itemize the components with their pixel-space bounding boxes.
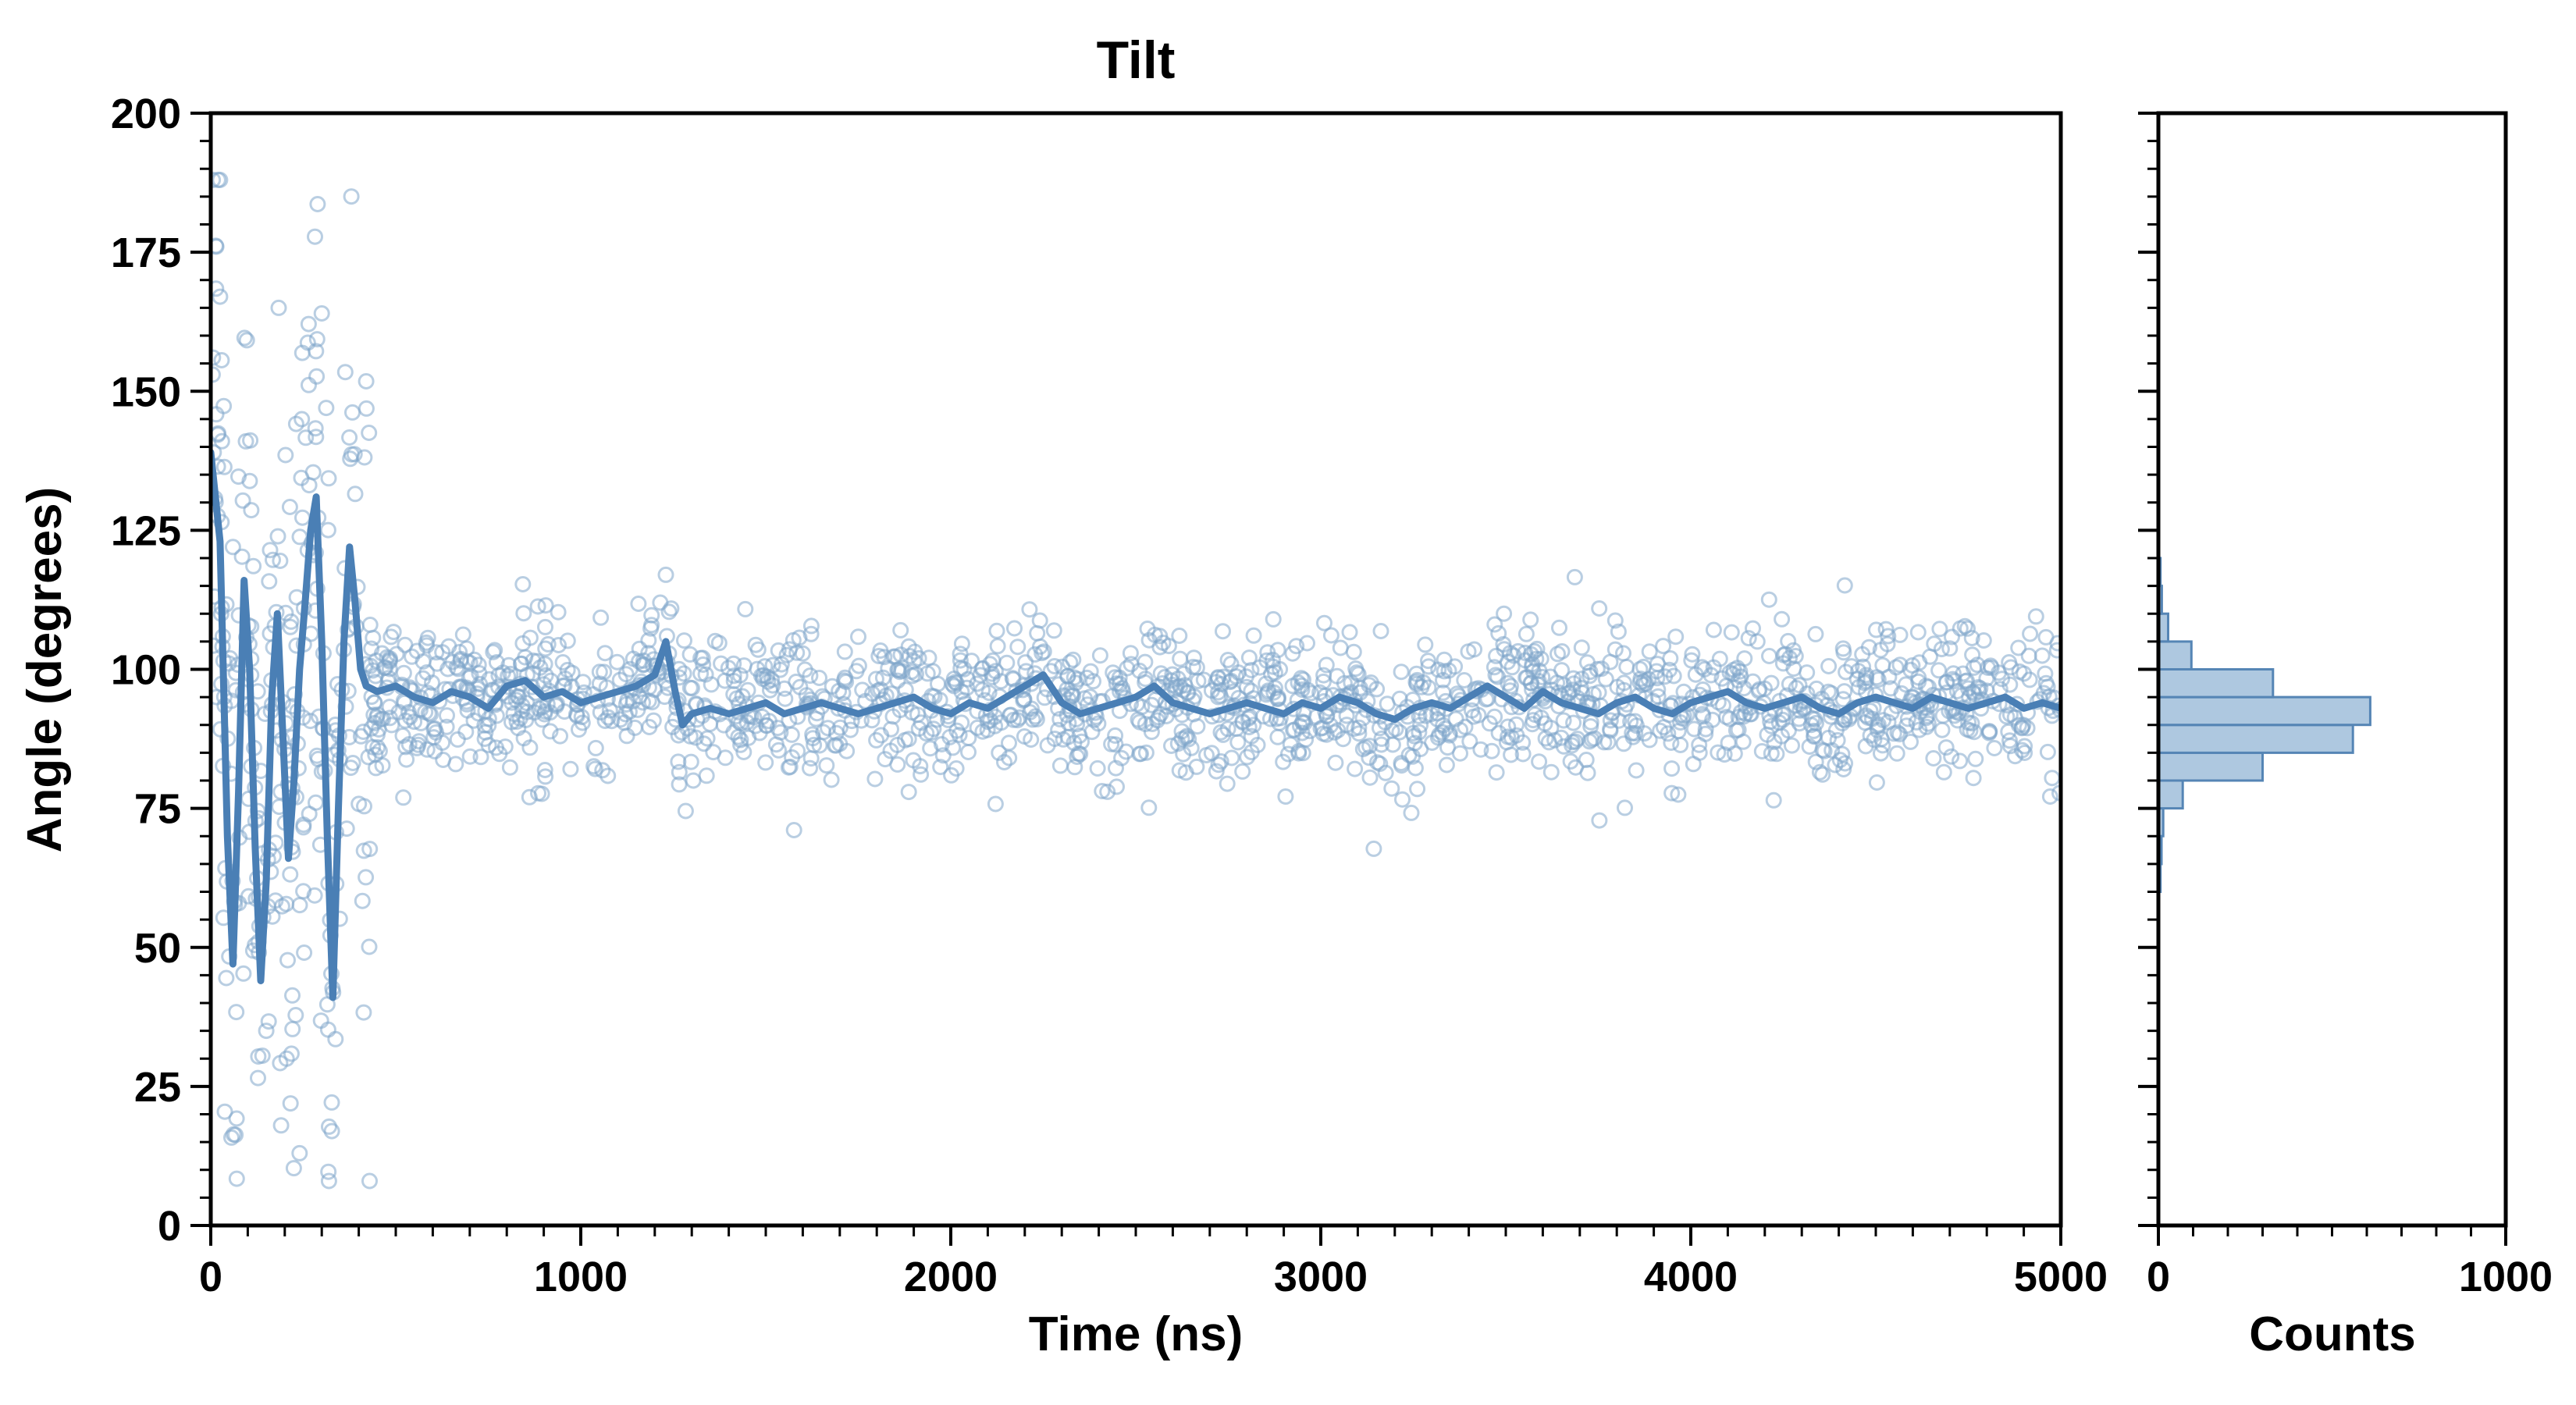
histogram-axes-ticks xyxy=(2138,112,2507,1246)
main-plot: 0 1000 2000 3000 4000 5000 0 25 50 75 100 125 150 175… xyxy=(18,30,2108,1361)
x-axis-label: Time (ns) xyxy=(1029,1307,1243,1361)
histogram-bar xyxy=(2158,751,2264,782)
histogram-axes-tick-labels: 0 1000 xyxy=(2147,1254,2553,1300)
histogram-bar xyxy=(2158,612,2169,643)
main-plot-data xyxy=(211,172,2061,1190)
histogram-bar xyxy=(2158,695,2371,727)
x-tick-label: 2000 xyxy=(904,1254,998,1300)
hist-x-tick-label: 1000 xyxy=(2459,1254,2553,1300)
running-average-line xyxy=(211,449,2061,1001)
x-tick-label: 0 xyxy=(199,1254,222,1300)
histogram-bar xyxy=(2158,724,2354,754)
histogram-bar xyxy=(2158,779,2184,810)
y-tick-label: 100 xyxy=(111,647,181,694)
y-tick-label: 0 xyxy=(158,1203,181,1250)
y-tick-label: 25 xyxy=(134,1064,181,1111)
scatter-series xyxy=(211,172,2061,1190)
x-tick-label: 3000 xyxy=(1274,1254,1368,1300)
hist-x-tick-label: 0 xyxy=(2147,1254,2170,1300)
chart-title: Tilt xyxy=(1097,30,1176,90)
y-tick-label: 200 xyxy=(111,91,181,137)
y-axis-label: Angle (degrees) xyxy=(18,487,72,853)
main-axes-ticks xyxy=(190,112,2062,1246)
x-tick-label: 5000 xyxy=(2014,1254,2108,1300)
y-tick-label: 150 xyxy=(111,368,181,415)
x-tick-label: 4000 xyxy=(1644,1254,1738,1300)
hist-x-axis-label: Counts xyxy=(2249,1307,2416,1361)
y-tick-label: 50 xyxy=(134,925,181,972)
x-tick-label: 1000 xyxy=(534,1254,628,1300)
histogram-bars xyxy=(2158,557,2371,894)
histogram-panel: 0 1000 Counts xyxy=(2138,111,2553,1361)
histogram-bar xyxy=(2158,640,2193,671)
y-tick-label: 175 xyxy=(111,229,181,276)
y-tick-label: 75 xyxy=(134,786,181,833)
main-axes-tick-labels: 0 1000 2000 3000 4000 5000 0 25 50 75 100 125 150 175… xyxy=(111,91,2108,1300)
histogram-bar xyxy=(2158,668,2275,699)
y-tick-label: 125 xyxy=(111,507,181,554)
